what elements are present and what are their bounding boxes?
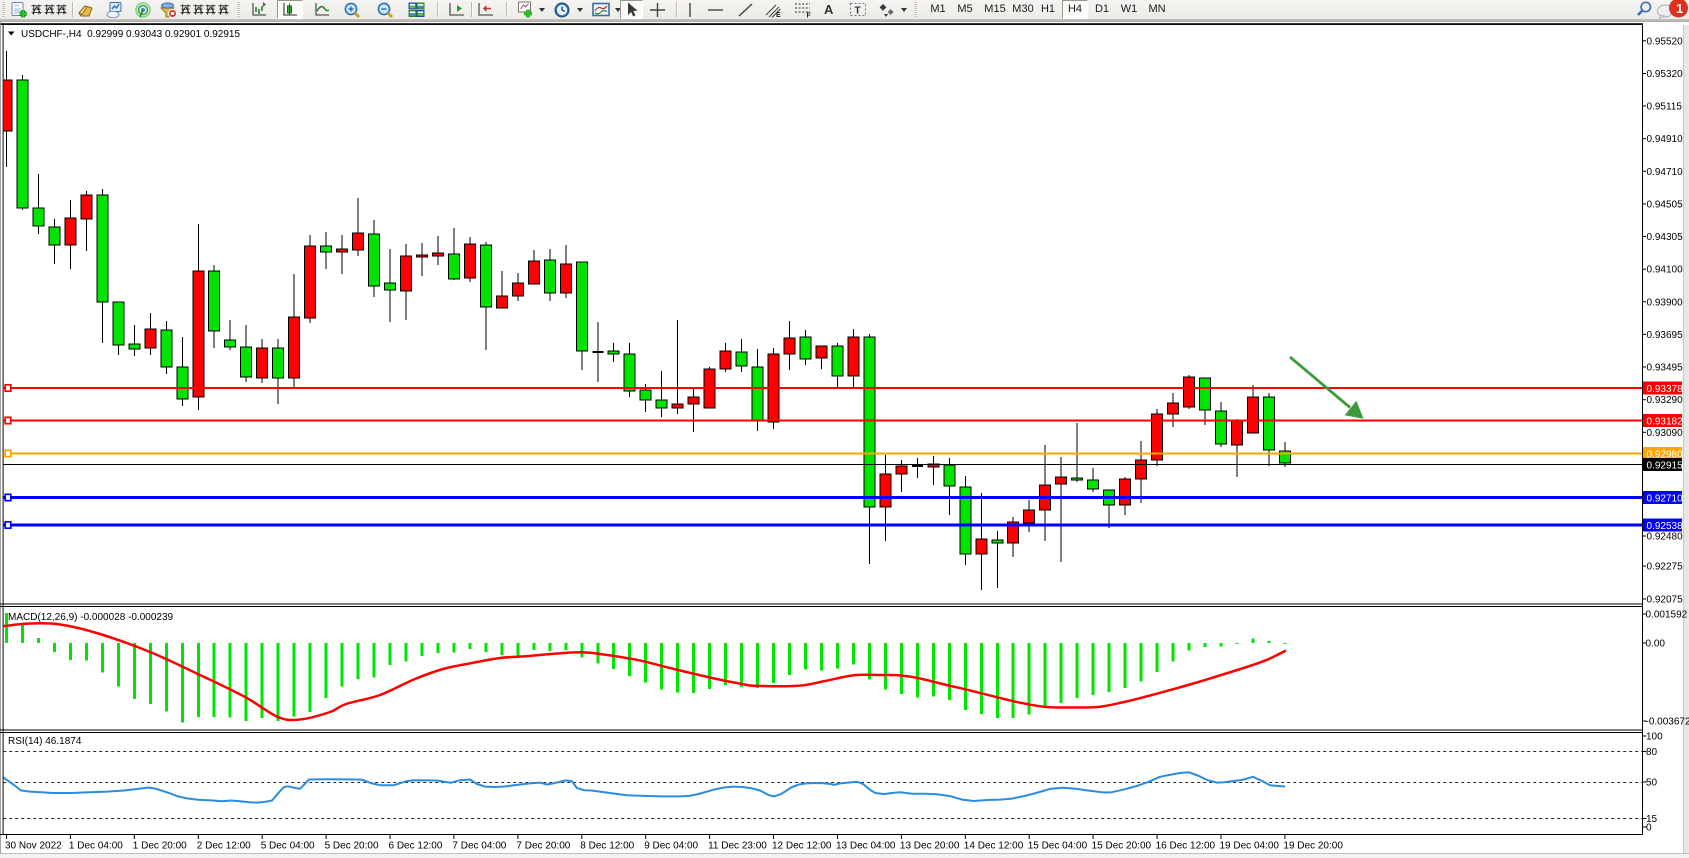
svg-text:0.94710: 0.94710 <box>1647 167 1684 178</box>
svg-text:0: 0 <box>1646 823 1652 834</box>
svg-text:15 Dec 20:00: 15 Dec 20:00 <box>1092 841 1152 852</box>
svg-text:0.95320: 0.95320 <box>1647 69 1684 80</box>
svg-text:9 Dec 04:00: 9 Dec 04:00 <box>644 841 698 852</box>
svg-text:12 Dec 12:00: 12 Dec 12:00 <box>772 841 832 852</box>
svg-text:0.94910: 0.94910 <box>1647 134 1684 145</box>
svg-text:F: F <box>807 13 812 19</box>
svg-text:100: 100 <box>1646 732 1663 743</box>
svg-text:5 Dec 20:00: 5 Dec 20:00 <box>325 841 379 852</box>
svg-text:5 Dec 04:00: 5 Dec 04:00 <box>261 841 315 852</box>
svg-text:1: 1 <box>1676 1 1683 16</box>
svg-text:19 Dec 04:00: 19 Dec 04:00 <box>1220 841 1280 852</box>
svg-text:50: 50 <box>1646 778 1658 789</box>
svg-text:0.92075: 0.92075 <box>1647 595 1684 606</box>
svg-text:0.92275: 0.92275 <box>1647 562 1684 573</box>
svg-text:0.92915: 0.92915 <box>1647 460 1684 471</box>
svg-text:1 Dec 20:00: 1 Dec 20:00 <box>133 841 187 852</box>
svg-text:11 Dec 23:00: 11 Dec 23:00 <box>708 841 767 852</box>
svg-text:15: 15 <box>1646 814 1658 825</box>
svg-text:1 Dec 04:00: 1 Dec 04:00 <box>69 841 123 852</box>
svg-text:E: E <box>776 12 781 18</box>
svg-text:0.95115: 0.95115 <box>1647 102 1683 113</box>
svg-text:0.93290: 0.93290 <box>1647 395 1684 406</box>
svg-text:0.93495: 0.93495 <box>1647 363 1684 374</box>
svg-text:0.93900: 0.93900 <box>1647 297 1684 308</box>
svg-text:30 Nov 2022: 30 Nov 2022 <box>5 841 62 852</box>
svg-text:0.92538: 0.92538 <box>1647 521 1684 532</box>
svg-text:13 Dec 20:00: 13 Dec 20:00 <box>900 841 960 852</box>
svg-text:7 Dec 04:00: 7 Dec 04:00 <box>452 841 506 852</box>
svg-text:0.00: 0.00 <box>1646 639 1666 650</box>
svg-text:0.001592: 0.001592 <box>1646 610 1688 621</box>
svg-text:16 Dec 12:00: 16 Dec 12:00 <box>1156 841 1216 852</box>
svg-text:15 Dec 04:00: 15 Dec 04:00 <box>1028 841 1088 852</box>
svg-text:13 Dec 04:00: 13 Dec 04:00 <box>836 841 896 852</box>
svg-text:0.94505: 0.94505 <box>1647 199 1684 210</box>
svg-text:USDCHF-,H4 0.92999 0.93043 0.: USDCHF-,H4 0.92999 0.93043 0.92901 0.929… <box>21 29 240 40</box>
svg-text:0.94305: 0.94305 <box>1647 232 1684 243</box>
svg-text:8 Dec 12:00: 8 Dec 12:00 <box>580 841 634 852</box>
svg-text:6 Dec 12:00: 6 Dec 12:00 <box>389 841 443 852</box>
svg-text:0.93182: 0.93182 <box>1647 416 1684 427</box>
svg-text:T: T <box>855 6 861 17</box>
svg-text:2 Dec 12:00: 2 Dec 12:00 <box>197 841 251 852</box>
svg-text:80: 80 <box>1646 747 1658 758</box>
svg-text:MACD(12,26,9) -0.000028 -0.000: MACD(12,26,9) -0.000028 -0.000239 <box>8 612 174 623</box>
svg-text:0.94100: 0.94100 <box>1647 265 1684 276</box>
svg-text:0.92710: 0.92710 <box>1647 493 1684 504</box>
svg-text:7 Dec 20:00: 7 Dec 20:00 <box>516 841 570 852</box>
svg-text:0.93378: 0.93378 <box>1647 384 1684 395</box>
svg-text:0.93090: 0.93090 <box>1647 428 1684 439</box>
svg-text:19 Dec 20:00: 19 Dec 20:00 <box>1283 841 1343 852</box>
svg-text:0.92480: 0.92480 <box>1647 532 1684 543</box>
svg-text:-0.003672: -0.003672 <box>1646 717 1689 728</box>
svg-text:0.93695: 0.93695 <box>1647 330 1684 341</box>
svg-text:0.95520: 0.95520 <box>1647 36 1684 47</box>
svg-text:RSI(14) 46.1874: RSI(14) 46.1874 <box>8 736 82 747</box>
svg-text:14 Dec 12:00: 14 Dec 12:00 <box>964 841 1024 852</box>
svg-text:0.92980: 0.92980 <box>1647 449 1684 460</box>
